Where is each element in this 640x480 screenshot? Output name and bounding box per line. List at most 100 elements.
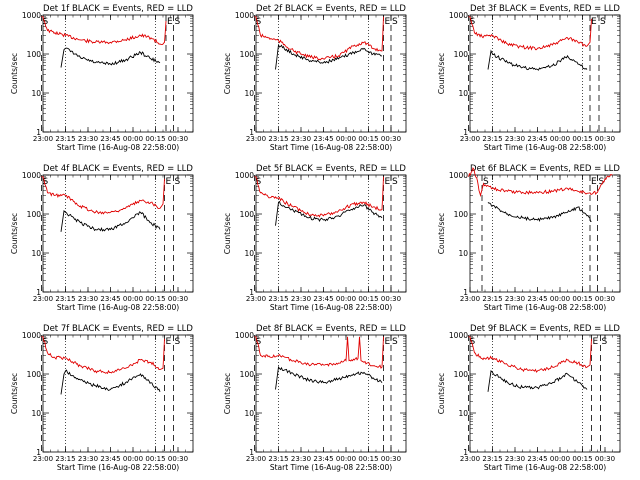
sun-marker-label: E [166,177,172,187]
x-tick-label: 00:30 [168,135,188,143]
x-tick-label: 23:15 [55,455,75,463]
x-tick-label: 23:30 [505,455,525,463]
y-tick-label: 1 [463,128,468,137]
x-tick-label: 23:15 [55,295,75,303]
lld-series-line [254,336,384,369]
y-tick-label: 10 [244,409,254,418]
x-tick-label: 23:45 [527,455,547,463]
x-tick-label: 00:15 [358,455,378,463]
x-tick-label: 23:45 [313,295,333,303]
events-series-line [60,210,161,232]
y-axis-label: Counts/sec [437,53,446,94]
x-axis-label: Start Time (16-Aug-08 22:58:00) [270,463,392,472]
events-series-line [487,49,588,71]
events-series-line [487,201,592,223]
sun-marker-label: S [392,337,398,347]
x-tick-label: 00:00 [550,455,570,463]
y-tick-label: 1000 [22,11,41,20]
y-tick-label: 10 [31,409,41,418]
y-axis-label: Counts/sec [437,373,446,414]
x-tick-label: 23:45 [313,135,333,143]
x-tick-label: 00:30 [168,295,188,303]
x-tick-label: 23:00 [33,455,53,463]
y-tick-label: 100 [27,370,42,379]
chart-title: Det 1f BLACK = Events, RED = LLD [43,4,193,14]
chart-title: Det 5f BLACK = Events, RED = LLD [256,164,406,174]
x-tick-label: 23:00 [460,135,480,143]
y-axis-label: Counts/sec [10,373,19,414]
chart-title: Det 4f BLACK = Events, RED = LLD [43,164,193,174]
lld-series-line [41,336,165,374]
x-tick-label: 00:15 [572,455,592,463]
x-tick-label: 00:30 [595,135,615,143]
sun-marker-label: S [175,17,181,27]
chart-title: Det 8f BLACK = Events, RED = LLD [256,324,406,334]
x-tick-label: 23:00 [33,295,53,303]
x-tick-label: 00:30 [595,455,615,463]
y-tick-label: 1000 [22,331,41,340]
y-tick-label: 100 [240,210,255,219]
y-tick-label: 100 [454,370,469,379]
x-tick-label: 00:15 [572,295,592,303]
y-tick-label: 1000 [449,11,468,20]
x-tick-label: 00:30 [381,295,401,303]
x-tick-label: 00:00 [123,135,143,143]
y-tick-label: 1 [249,448,254,457]
sun-marker-label: S [43,337,49,347]
x-tick-label: 23:15 [482,455,502,463]
events-series-line [275,365,383,390]
sun-marker-label: S [392,17,398,27]
x-tick-label: 00:15 [358,135,378,143]
x-tick-label: 23:30 [78,295,98,303]
sun-marker-label: E [593,337,599,347]
x-tick-label: 00:15 [358,295,378,303]
chart-title: Det 2f BLACK = Events, RED = LLD [256,4,406,14]
chart-title: Det 6f BLACK = Events, RED = LLD [470,164,620,174]
y-tick-label: 1 [249,128,254,137]
y-tick-label: 1000 [449,171,468,180]
lld-series-line [41,16,167,45]
x-tick-label: 23:15 [268,135,288,143]
x-tick-label: 00:00 [123,295,143,303]
lld-series-line [254,176,384,218]
sun-marker-label: E [591,17,597,27]
y-tick-label: 1000 [235,11,254,20]
x-tick-label: 23:45 [527,135,547,143]
x-axis-label: Start Time (16-Aug-08 22:58:00) [484,463,606,472]
x-tick-label: 00:00 [123,455,143,463]
sun-marker-label: S [43,17,49,27]
lld-series-line [254,16,384,61]
lld-series-line [468,336,592,373]
x-axis-label: Start Time (16-Aug-08 22:58:00) [57,303,179,312]
sun-marker-label: S [392,177,398,187]
sun-marker-label: E [385,17,391,27]
y-tick-label: 1000 [22,171,41,180]
y-tick-label: 100 [27,210,42,219]
x-tick-label: 23:30 [291,295,311,303]
y-tick-label: 1 [463,448,468,457]
x-tick-label: 00:00 [336,455,356,463]
chart-panel-7: Det 7f BLACK = Events, RED = LLD 1 10 100 10… [10,324,193,472]
chart-panel-4: Det 4f BLACK = Events, RED = LLD 1 10 100 10… [10,164,193,312]
chart-panel-9: Det 9f BLACK = Events, RED = LLD 1 10 100 10… [437,324,620,472]
sun-marker-label: E [166,337,172,347]
events-series-line [60,47,161,68]
y-tick-label: 1000 [235,171,254,180]
lld-series-line [468,16,592,51]
y-tick-label: 10 [31,89,41,98]
x-tick-label: 23:15 [482,295,502,303]
sun-marker-label: S [483,177,489,187]
sun-marker-label: S [470,337,476,347]
x-axis-label: Start Time (16-Aug-08 22:58:00) [270,303,392,312]
x-tick-label: 23:00 [246,295,266,303]
x-tick-label: 23:15 [55,135,75,143]
x-tick-label: 23:45 [100,455,120,463]
y-tick-label: 1 [36,448,41,457]
y-axis-label: Counts/sec [223,373,232,414]
x-tick-label: 00:00 [336,295,356,303]
sun-marker-label: S [43,177,49,187]
x-tick-label: 23:00 [246,455,266,463]
x-tick-label: 23:45 [100,135,120,143]
lld-series-line [41,176,165,215]
